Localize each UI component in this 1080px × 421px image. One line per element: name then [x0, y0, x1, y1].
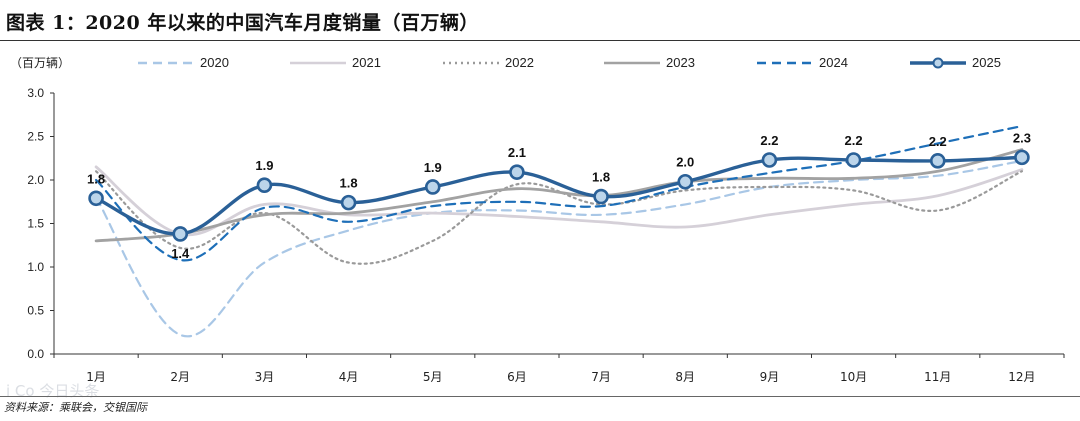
legend-label-2024: 2024 — [819, 55, 848, 70]
series-point-2025 — [929, 153, 946, 169]
x-tick-label: 8月 — [675, 370, 695, 384]
watermark: i Co 今日头条 — [6, 382, 100, 400]
series-point-2025 — [340, 194, 357, 211]
source-note: 资料来源：乘联会，交银国际 — [4, 401, 147, 414]
data-label: 1.9 — [424, 160, 442, 175]
data-label: 1.8 — [340, 176, 358, 191]
data-label: 2.2 — [760, 133, 778, 148]
series-line-2025 — [94, 155, 1024, 236]
y-tick-label: 1.0 — [27, 260, 44, 274]
x-tick-label: 11月 — [924, 370, 951, 384]
x-tick-label: 3月 — [255, 370, 275, 384]
x-tick-label: 12月 — [1008, 370, 1035, 384]
footer-divider — [0, 396, 1080, 397]
y-tick-label: 0.5 — [27, 304, 44, 318]
series-point-2025 — [677, 173, 694, 190]
x-tick-label: 9月 — [760, 370, 780, 384]
data-label: 2.2 — [929, 134, 947, 149]
legend-label-2023: 2023 — [666, 55, 695, 70]
series-point-2025 — [593, 188, 609, 205]
series-point-2025 — [845, 152, 862, 168]
series-point-2025 — [424, 179, 441, 195]
unit-label: （百万辆） — [10, 56, 70, 70]
y-tick-label: 1.5 — [27, 217, 44, 231]
x-tick-label: 7月 — [591, 370, 611, 384]
data-label: 2.2 — [845, 133, 863, 148]
page-title: 图表 1：2020 年以来的中国汽车月度销量（百万辆） — [6, 12, 479, 34]
data-label: 1.4 — [171, 246, 190, 261]
series-point-2025 — [761, 152, 778, 168]
data-label: 2.1 — [508, 145, 526, 160]
legend-label-2025: 2025 — [972, 55, 1001, 70]
line-chart: 0.0 0.5 1.0 1.5 2.0 2.5 3.0 1月 2月 3月 4月 5月 6月 7月 8月 9月 1… — [10, 55, 1065, 384]
legend-label-2021: 2021 — [352, 55, 381, 70]
series-point-2025 — [509, 164, 525, 180]
data-label: 1.8 — [87, 171, 105, 186]
series-point-2025 — [88, 190, 104, 207]
x-tick-label: 10月 — [840, 370, 867, 384]
x-tick-label: 1月 — [86, 370, 106, 384]
series-point-2025 — [172, 226, 189, 242]
series-line-2023 — [94, 148, 1024, 243]
data-label: 1.8 — [592, 170, 610, 185]
series-line-2024 — [95, 125, 1023, 262]
data-label: 2.0 — [676, 155, 694, 170]
series-line-2020 — [95, 159, 1023, 338]
x-tick-label: 5月 — [423, 370, 443, 384]
series-point-2025 — [256, 177, 273, 194]
series-point-2025 — [1014, 149, 1030, 166]
y-tick-label: 0.0 — [27, 347, 44, 361]
title-divider — [0, 40, 1080, 41]
x-tick-label: 6月 — [507, 370, 527, 384]
x-tick-label: 4月 — [339, 370, 359, 384]
legend-label-2020: 2020 — [200, 55, 229, 70]
legend-label-2022: 2022 — [505, 55, 534, 70]
series-line-2022 — [95, 170, 1023, 265]
data-label: 2.3 — [1013, 130, 1031, 145]
y-tick-label: 2.0 — [27, 173, 44, 187]
y-tick-label: 2.5 — [27, 130, 44, 144]
y-tick-label: 3.0 — [27, 86, 44, 100]
data-label: 1.9 — [255, 158, 273, 173]
series-line-2021 — [94, 165, 1024, 237]
x-tick-label: 2月 — [170, 370, 190, 384]
legend-marker-2025 — [932, 57, 944, 69]
